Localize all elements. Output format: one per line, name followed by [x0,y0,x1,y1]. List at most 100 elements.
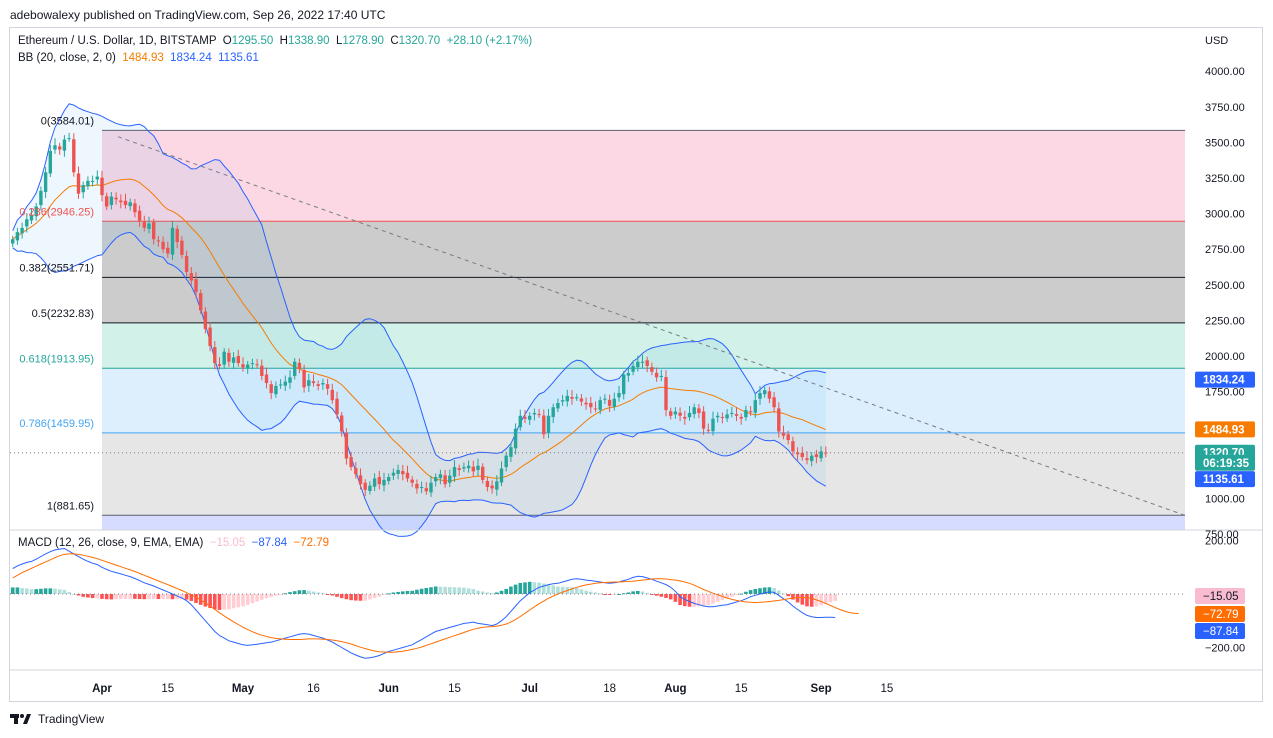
candle-body [730,412,734,414]
macd-histogram-bar [542,583,546,594]
macd-histogram-bar [598,593,602,595]
candle-body [443,475,447,485]
macd-histogram-bar [532,582,537,594]
candle-body [330,389,334,401]
candle-body [725,414,729,419]
candle-body [29,215,34,221]
candle-body [636,361,640,368]
open-label: O [222,35,232,47]
candle-body [448,475,452,483]
candle-body [227,352,231,362]
candle-body [217,364,222,366]
candle-body [123,200,128,206]
macd-histogram-bar [480,591,485,594]
macd-histogram-bar [584,590,588,594]
time-tick-label: 15 [735,683,748,695]
candle-body [34,206,38,217]
symbol-legend: Ethereum / U.S. Dollar, 1D, BITSTAMP O12… [18,35,532,47]
macd-histogram-bar [833,594,837,601]
price-badge-text: 1834.24 [1203,375,1245,387]
candle-body [612,398,616,407]
macd-histogram-bar [222,594,226,610]
candle-body [90,180,95,182]
time-axis: Apr 15 May 16 Jun 15 Jul 18 Aug 15 Sep 15 [10,669,1263,695]
macd-histogram-bar [805,594,809,607]
macd-histogram-bar [748,590,753,594]
candle-body [551,407,555,417]
chart-frame [9,27,1263,702]
price-badge-text: 06:19:35 [1203,458,1250,470]
tradingview-logo-icon[interactable] [10,712,32,726]
candle-body [335,398,339,415]
tradingview-brand[interactable]: TradingView [38,712,105,726]
open-value: 1295.50 [231,35,274,47]
macd-histogram-bar [495,592,499,594]
candle-body [716,415,720,418]
candle-body [692,407,696,415]
macd-histogram-bar [100,594,104,599]
macd-histogram-bar [151,594,156,599]
candle-body [678,412,682,416]
macd-badge-text: −72.79 [1203,609,1239,621]
candle-body [424,488,428,492]
macd-histogram-bar [302,590,306,594]
macd-histogram-bar [636,591,640,594]
macd-histogram-bar [424,588,429,594]
fib-zone [102,368,1185,433]
fib-label: 0(3584.01) [41,115,94,127]
macd-histogram-bar [777,590,781,594]
low-value: 1278.90 [342,35,384,47]
candle-body [504,455,508,468]
macd-badge-text: −87.84 [1203,626,1239,638]
macd-histogram-bar [67,592,71,594]
macd-histogram-bar [720,594,725,601]
macd-histogram-bar [556,586,560,594]
candle-body [528,415,532,420]
macd-histogram-bar [659,594,664,597]
price-badge [1195,421,1255,438]
candle-body [213,347,217,364]
high-label: H [279,35,288,47]
candle-body [222,351,226,365]
macd-histogram-bar [231,594,236,609]
macd-histogram-bar [170,594,175,600]
candle-body [452,467,457,477]
macd-histogram-bar [546,584,551,594]
candle-body [603,398,607,400]
macd-histogram-bar [527,581,532,594]
candle-body [340,415,344,432]
macd-histogram-bar [809,594,814,607]
time-tick-label: Jul [521,683,538,695]
candle-body [293,361,297,376]
fib-label: 0.5(2232.83) [32,308,94,320]
macd-badge [1195,623,1245,639]
candle-body [457,468,461,470]
macd-signal-value: −72.79 [293,537,330,549]
macd-histogram-bar [448,587,452,594]
candle-body [513,428,518,449]
macd-histogram-bar [415,589,419,594]
macd-histogram-bar [250,594,255,604]
macd-histogram-bar [20,588,24,594]
candle-body [490,485,494,489]
candle-body [316,384,320,386]
candle-body [429,482,433,493]
macd-histogram-bar [734,594,739,596]
time-tick-label: Sep [811,683,832,695]
candle-body [532,412,537,415]
candle-body [363,482,367,490]
candle-body [199,293,203,311]
bb-lower-value: 1135.61 [218,52,259,64]
fib-label: 1(881.65) [47,500,94,512]
macd-histogram-bar [401,591,405,594]
macd-histogram-bar [76,594,81,596]
candle-body [607,399,612,406]
macd-histogram-bar [180,594,184,600]
macd-histogram-bar [824,594,828,604]
macd-histogram-bar [43,588,48,594]
candle-body [349,457,353,468]
candle-body [321,383,325,385]
candle-body [800,452,804,458]
candle-body [109,196,114,206]
